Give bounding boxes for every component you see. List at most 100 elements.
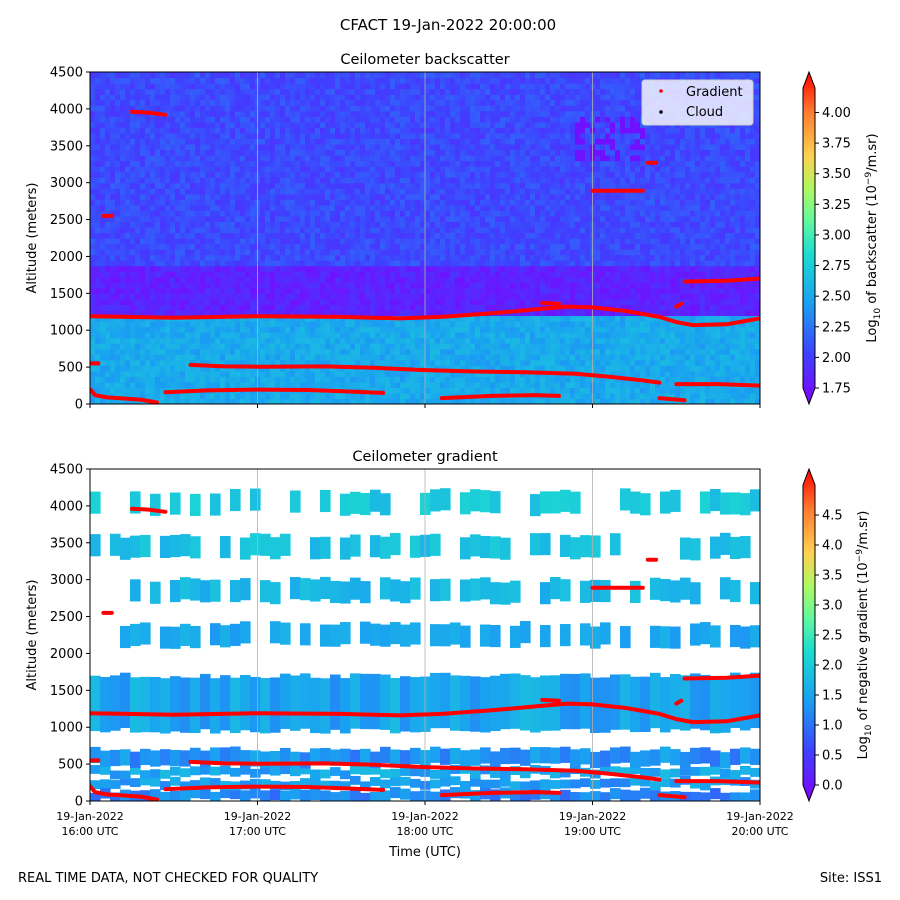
heatmap-cell <box>205 359 211 366</box>
heatmap-cell <box>440 77 446 84</box>
heatmap-cell <box>485 298 491 305</box>
heatmap-cell <box>330 359 336 366</box>
heatmap-cell <box>490 265 496 272</box>
heatmap-cell <box>420 370 426 377</box>
heatmap-cell <box>310 215 316 222</box>
heatmap-cell <box>120 271 126 278</box>
heatmap-cell <box>130 271 136 278</box>
heatmap-cell <box>495 204 501 211</box>
heatmap-cell <box>270 254 276 261</box>
heatmap-cell <box>185 132 191 139</box>
heatmap-cell <box>310 326 316 333</box>
heatmap-cell <box>110 121 116 128</box>
heatmap-cell <box>145 309 151 317</box>
heatmap-cell <box>495 315 501 322</box>
heatmap-cell <box>405 72 411 79</box>
heatmap-cell <box>350 287 356 294</box>
heatmap-cell <box>340 116 346 123</box>
heatmap-cell <box>380 249 386 256</box>
heatmap-cell <box>215 149 221 156</box>
heatmap-cell <box>450 365 456 372</box>
heatmap-cell <box>245 282 251 289</box>
heatmap-cell <box>210 210 216 217</box>
heatmap-cell <box>390 298 396 305</box>
heatmap-cell <box>115 359 121 366</box>
heatmap-cell <box>300 83 306 90</box>
heatmap-cell <box>420 127 426 134</box>
heatmap-cell <box>375 238 381 245</box>
heatmap-cell <box>350 392 356 400</box>
heatmap-cell <box>140 243 146 250</box>
heatmap-cell <box>335 226 341 234</box>
heatmap-cell <box>230 127 236 134</box>
heatmap-cell <box>310 304 316 311</box>
heatmap-cell <box>455 260 461 267</box>
heatmap-cell <box>375 88 381 95</box>
heatmap-cell <box>285 326 291 333</box>
heatmap-cell <box>410 298 416 305</box>
heatmap-cell <box>155 343 161 350</box>
heatmap-cell <box>190 72 196 79</box>
heatmap-cell <box>90 149 96 156</box>
heatmap-cell <box>165 260 171 267</box>
heatmap-cell <box>365 309 371 317</box>
heatmap-cell <box>180 188 186 195</box>
heatmap-cell <box>180 304 186 311</box>
heatmap-cell <box>450 271 456 278</box>
heatmap-cell <box>465 138 471 145</box>
heatmap-cell <box>95 398 101 404</box>
heatmap-cell <box>200 238 206 245</box>
heatmap-cell <box>265 282 271 289</box>
heatmap-cell <box>300 160 306 167</box>
heatmap-cell <box>380 149 386 156</box>
heatmap-cell <box>200 265 206 272</box>
heatmap-cell <box>175 265 181 272</box>
heatmap-cell <box>130 143 136 151</box>
heatmap-cell <box>495 188 501 195</box>
heatmap-cell <box>270 116 276 123</box>
heatmap-cell <box>220 210 226 217</box>
heatmap-cell <box>415 254 421 261</box>
heatmap-cell <box>140 321 146 328</box>
heatmap-cell <box>245 265 251 272</box>
heatmap-cell <box>185 282 191 289</box>
heatmap-cell <box>120 105 126 112</box>
heatmap-cell <box>120 376 126 383</box>
heatmap-cell <box>410 138 416 145</box>
heatmap-cell <box>300 282 306 289</box>
heatmap-cell <box>300 398 306 404</box>
heatmap-cell <box>105 177 111 184</box>
heatmap-cell <box>250 193 256 200</box>
heatmap-cell <box>250 127 256 134</box>
heatmap-cell <box>340 132 346 139</box>
heatmap-cell <box>480 221 486 228</box>
heatmap-cell <box>390 337 396 344</box>
heatmap-cell <box>495 359 501 366</box>
heatmap-cell <box>465 387 471 394</box>
heatmap-cell <box>490 188 496 195</box>
heatmap-cell <box>470 265 476 272</box>
heatmap-cell <box>490 110 496 117</box>
heatmap-cell <box>125 398 131 404</box>
heatmap-cell <box>200 381 206 388</box>
heatmap-cell <box>450 243 456 250</box>
heatmap-cell <box>475 155 481 162</box>
heatmap-cell <box>430 143 436 151</box>
heatmap-cell <box>200 199 206 206</box>
heatmap-cell <box>215 226 221 234</box>
heatmap-cell <box>415 204 421 211</box>
heatmap-cell <box>280 243 286 250</box>
heatmap-cell <box>475 171 481 178</box>
heatmap-cell <box>215 88 221 95</box>
heatmap-cell <box>330 221 336 228</box>
heatmap-cell <box>310 171 316 178</box>
heatmap-cell <box>330 226 336 234</box>
heatmap-cell <box>350 260 356 267</box>
heatmap-cell <box>275 105 281 112</box>
heatmap-cell <box>385 343 391 350</box>
heatmap-cell <box>205 210 211 217</box>
heatmap-cell <box>275 72 281 79</box>
heatmap-cell <box>300 177 306 184</box>
heatmap-cell <box>490 260 496 267</box>
heatmap-cell <box>245 221 251 228</box>
